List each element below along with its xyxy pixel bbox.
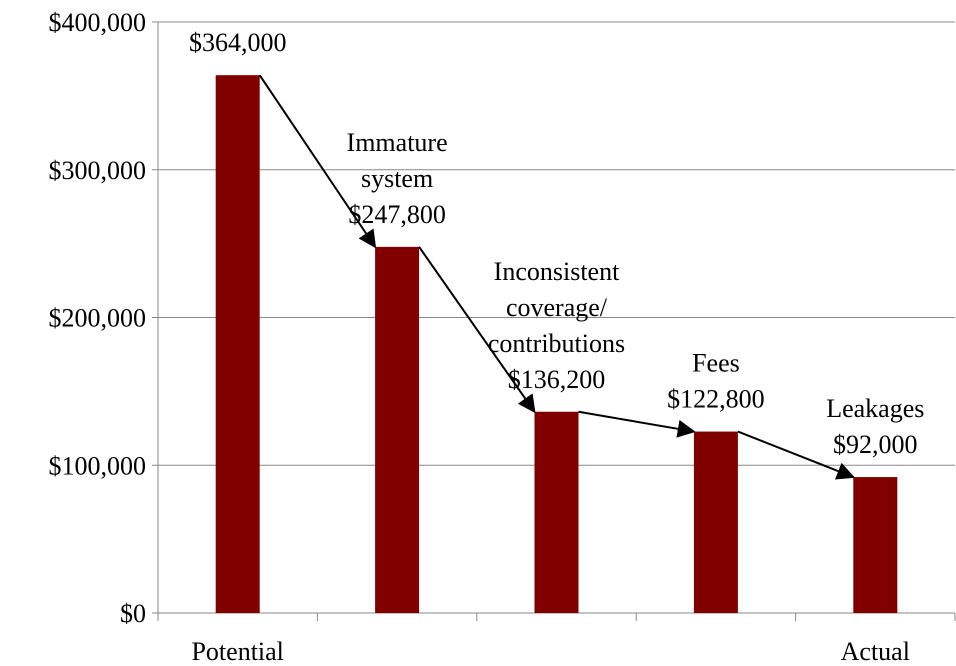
- value-label: $92,000: [833, 430, 918, 459]
- value-label: $136,200: [508, 365, 606, 394]
- y-tick-label: $200,000: [49, 304, 147, 333]
- arrow: [737, 430, 855, 480]
- annotation: coverage/: [506, 293, 608, 322]
- bar: [215, 75, 260, 613]
- y-tick-label: $400,000: [49, 8, 147, 37]
- annotation: contributions: [488, 329, 625, 358]
- annotation: Fees: [692, 349, 740, 378]
- annotation: system: [361, 164, 433, 193]
- x-tick-label: Potential: [191, 637, 283, 666]
- arrow: [578, 410, 696, 438]
- annotation: Inconsistent: [494, 257, 620, 286]
- annotation: Immature: [347, 128, 448, 157]
- x-tick-label: Actual: [841, 637, 910, 666]
- value-label: $122,800: [667, 385, 765, 414]
- y-tick-label: $100,000: [49, 451, 147, 480]
- value-label: $364,000: [189, 28, 287, 57]
- arrow: [258, 74, 377, 249]
- y-tick-label: $0: [120, 599, 146, 628]
- y-tick-label: $300,000: [49, 156, 147, 185]
- value-label: $247,800: [348, 200, 446, 229]
- bar: [375, 246, 420, 614]
- arrow: [418, 246, 536, 414]
- bar: [534, 411, 579, 613]
- bar: [693, 431, 738, 613]
- annotation: Leakages: [826, 394, 924, 423]
- bar: [853, 477, 898, 613]
